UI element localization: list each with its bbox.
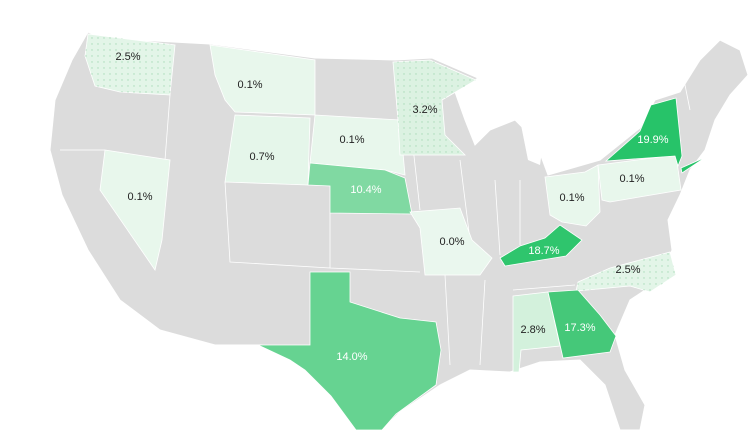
state-kentucky	[499, 224, 583, 267]
state-texas	[257, 271, 442, 430]
value-label-south-dakota: 0.1%	[339, 134, 364, 146]
value-label-new-york: 19.9%	[637, 134, 668, 146]
state-washington-dot-pattern	[85, 34, 175, 95]
state-minnesota-dot-pattern	[393, 60, 476, 155]
value-label-texas: 14.0%	[336, 351, 367, 363]
value-label-georgia: 17.3%	[564, 322, 595, 334]
state-south-dakota	[309, 114, 406, 176]
value-label-pennsylvania: 0.1%	[619, 173, 644, 185]
state-nebraska	[307, 162, 413, 215]
state-nevada	[99, 149, 171, 271]
state-georgia	[547, 289, 617, 359]
state-ohio	[544, 164, 601, 227]
state-north-carolina-dot-pattern	[576, 252, 676, 292]
value-label-washington: 2.5%	[115, 51, 140, 63]
state-borders	[60, 59, 691, 366]
state-montana	[209, 44, 316, 116]
value-label-minnesota: 3.2%	[412, 104, 437, 116]
value-label-kentucky: 18.7%	[528, 245, 559, 257]
value-label-wyoming: 0.7%	[249, 151, 274, 163]
state-missouri	[409, 207, 493, 276]
value-label-alabama: 2.8%	[520, 324, 545, 336]
value-label-nevada: 0.1%	[127, 191, 152, 203]
value-label-missouri: 0.0%	[439, 236, 464, 248]
great-lakes	[478, 78, 600, 165]
value-label-montana: 0.1%	[237, 79, 262, 91]
value-label-north-carolina: 2.5%	[615, 264, 640, 276]
value-label-ohio: 0.1%	[559, 192, 584, 204]
state-new-york	[604, 97, 707, 174]
value-label-nebraska: 10.4%	[350, 184, 381, 196]
